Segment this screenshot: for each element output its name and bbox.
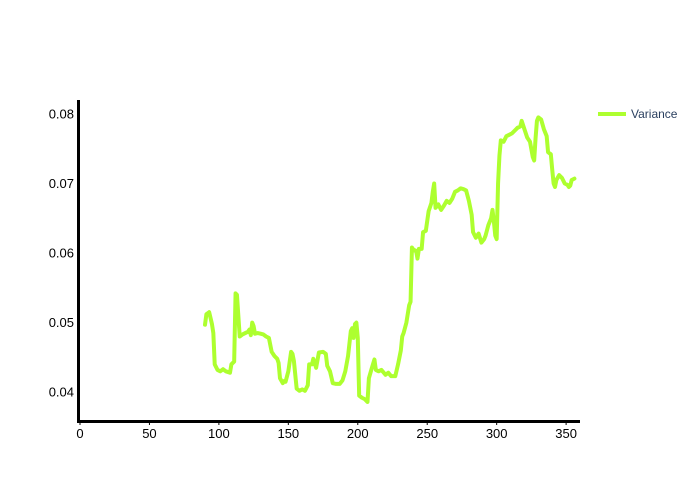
x-axis-ticks: 0 50 100 150 200 250 300 350 bbox=[76, 423, 577, 441]
legend[interactable]: Variance bbox=[598, 107, 678, 121]
legend-label-variance: Variance bbox=[631, 107, 678, 121]
x-tick-label: 100 bbox=[208, 426, 230, 441]
x-tick-label: 350 bbox=[555, 426, 577, 441]
x-tick-label: 50 bbox=[142, 426, 156, 441]
y-tick-label: 0.07 bbox=[49, 176, 74, 191]
y-tick-label: 0.04 bbox=[49, 385, 74, 400]
y-axis-ticks: 0.04 0.05 0.06 0.07 0.08 bbox=[49, 106, 74, 399]
x-tick-label: 0 bbox=[76, 426, 83, 441]
plot-area bbox=[203, 115, 577, 404]
x-tick-label: 300 bbox=[486, 426, 508, 441]
x-tick-label: 200 bbox=[347, 426, 369, 441]
x-tick-label: 150 bbox=[277, 426, 299, 441]
series-line-variance[interactable] bbox=[203, 115, 577, 404]
y-tick-label: 0.05 bbox=[49, 315, 74, 330]
x-tick-label: 250 bbox=[416, 426, 438, 441]
y-tick-label: 0.06 bbox=[49, 246, 74, 261]
y-tick-label: 0.08 bbox=[49, 106, 74, 121]
